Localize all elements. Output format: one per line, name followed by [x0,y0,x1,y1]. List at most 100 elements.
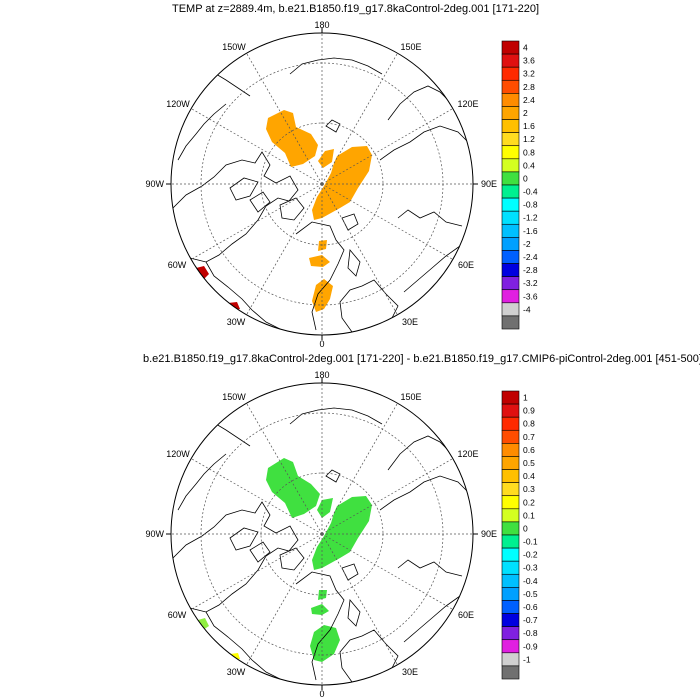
panel-1-map: 180 0 90W 90E 150W 150E 120W 120E 60W 60… [145,20,497,349]
panel-1-graticule [171,33,473,335]
colorbar-swatch [501,106,520,120]
colorbar-tick-label: -0.4 [523,576,538,586]
colorbar-tick-label: 2.8 [523,82,535,92]
colorbar-tick-label: -0.9 [523,641,538,651]
colorbar-swatch [501,416,520,431]
colorbar-swatch [501,145,520,160]
positive-anomaly-region [309,255,330,267]
lon-label-180: 180 [314,370,329,380]
panel-1-colorbar: 4 3.6 3.2 2.8 2.4 2 1.6 1.2 0.8 0.4 0 -0.4 -0.8 -1.2 -… [501,40,538,330]
lon-label-90w: 90W [145,179,164,189]
colorbar-swatch [501,652,520,667]
colorbar-swatch [501,469,520,483]
lon-label-0: 0 [319,339,324,349]
colorbar-swatch [501,40,520,55]
colorbar-tick-label: -0.8 [523,628,538,638]
colorbar-swatch [501,600,520,614]
lon-label-120w: 120W [166,449,190,459]
colorbar-tick-label: 0 [523,523,528,533]
positive-anomaly-region [266,110,318,167]
colorbar-swatch [501,184,520,199]
lon-label-60w: 60W [168,260,187,270]
colorbar-swatch [501,223,520,238]
colorbar-tick-label: 1.6 [523,121,535,131]
lon-label-90e: 90E [481,529,497,539]
lon-label-30w: 30W [227,317,246,327]
colorbar-tick-label: -3.2 [523,278,538,288]
colorbar-tick-label: 1 [523,393,528,403]
panel-2-title: b.e21.B1850.f19_g17.8kaControl-2deg.001 … [143,353,700,365]
colorbar-swatch [501,158,520,173]
lon-label-150w: 150W [222,42,246,52]
colorbar-tick-label: 0 [523,173,528,183]
colorbar-swatch [501,482,520,497]
lon-label-180: 180 [314,20,329,30]
colorbar-swatch [501,302,520,317]
colorbar-tick-label: 0.4 [523,471,535,481]
colorbar-tick-label: -0.1 [523,537,538,547]
colorbar-tick-label: -2 [523,239,531,249]
colorbar-swatch [501,613,520,627]
colorbar-tick-label: 4 [523,43,528,53]
colorbar-tick-label: 3.2 [523,69,535,79]
colorbar-tick-label: -0.2 [523,550,538,560]
colorbar-tick-label: 0.1 [523,510,535,520]
lon-label-150e: 150E [400,42,421,52]
lon-label-60e: 60E [458,610,474,620]
lon-label-0: 0 [319,689,324,699]
colorbar-swatch [501,119,520,133]
colorbar-swatch [501,403,520,418]
colorbar-swatch [501,263,520,277]
colorbar-tick-label: -0.4 [523,187,538,197]
colorbar-tick-label: 0.3 [523,484,535,494]
panel-2-graticule [171,383,473,685]
colorbar-tick-label: 2 [523,108,528,118]
anomaly-region [318,590,327,600]
colorbar-tick-label: -2.8 [523,265,538,275]
colorbar-swatch [501,508,520,523]
colorbar-swatch [501,639,520,654]
colorbar-swatch [501,79,520,94]
colorbar-swatch [501,521,520,536]
colorbar-tick-label: -0.5 [523,589,538,599]
lon-label-120e: 120E [457,449,478,459]
colorbar-tick-label: -0.8 [523,200,538,210]
colorbar-tick-label: 0.6 [523,445,535,455]
positive-anomaly-region [312,146,372,220]
colorbar-tick-label: 0.5 [523,458,535,468]
lon-label-30e: 30E [402,317,418,327]
colorbar-tick-label: -1.2 [523,213,538,223]
colorbar-swatch [501,171,520,186]
colorbar-tick-label: 0.8 [523,147,535,157]
colorbar-swatch [501,93,520,107]
colorbar-swatch [501,495,520,510]
colorbar-tick-label: 2.4 [523,95,535,105]
anomaly-region [312,496,372,570]
panel-2-colorbar: 1 0.9 0.8 0.7 0.6 0.5 0.4 0.3 0.2 0.1 0 -0.1 -0.2 -0.… [501,390,538,680]
colorbar-tick-label: 1.2 [523,134,535,144]
colorbar-tick-label: -0.6 [523,602,538,612]
colorbar-swatch [501,665,520,680]
anomaly-region [311,604,329,615]
colorbar-swatch [501,456,520,470]
edge-anomaly-region [196,266,209,280]
colorbar-swatch [501,315,520,330]
colorbar-tick-label: -4 [523,304,531,314]
lon-label-30e: 30E [402,667,418,677]
lon-label-150w: 150W [222,392,246,402]
colorbar-tick-label: 0.4 [523,160,535,170]
colorbar-swatch [501,197,520,212]
colorbar-swatch [501,626,520,641]
positive-anomaly-region [318,149,334,168]
colorbar-swatch [501,250,520,264]
colorbar-swatch [501,390,520,405]
colorbar-swatch [501,289,520,304]
edge-anomaly-region [230,653,240,660]
colorbar-swatch [501,429,520,444]
colorbar-tick-label: -0.7 [523,615,538,625]
anomaly-region [310,625,340,662]
positive-anomaly-region [318,240,327,251]
anomaly-region [317,498,333,518]
colorbar-swatch [501,573,520,588]
